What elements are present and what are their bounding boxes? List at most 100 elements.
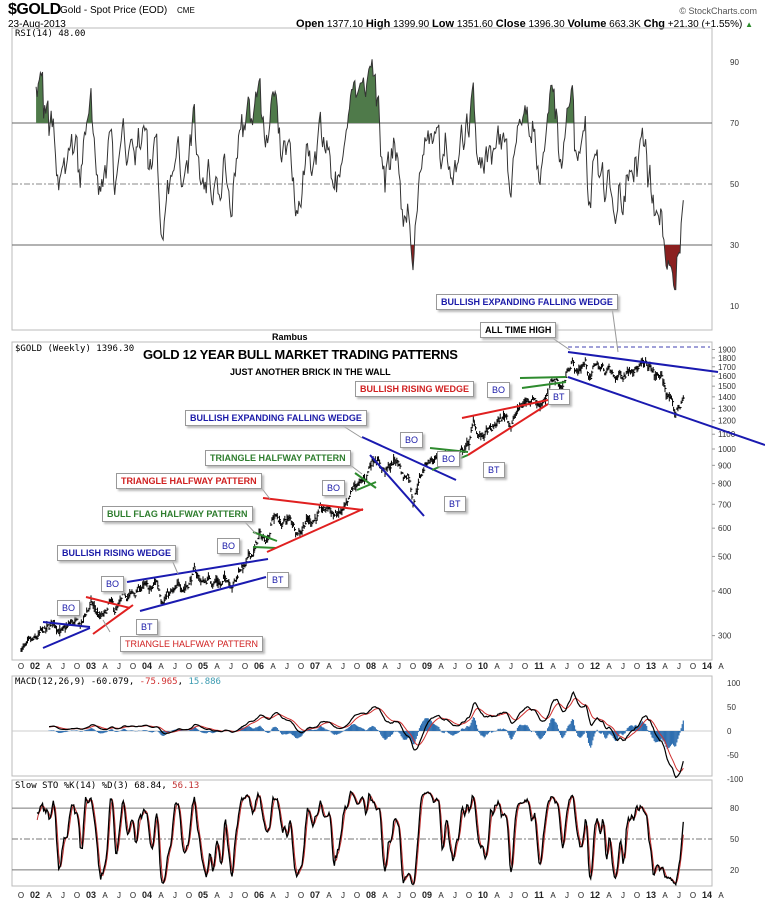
trendline-green [252, 531, 278, 542]
x-tick-label: O [634, 662, 640, 671]
x-tick-label: O [354, 662, 360, 671]
price-tick-label: 900 [718, 461, 732, 470]
macd-tick-label: 50 [727, 703, 736, 712]
trendline-blue [126, 558, 269, 583]
x-tick-label: O [298, 662, 304, 671]
trendline-blue [567, 376, 765, 446]
price-tick-label: 600 [718, 524, 732, 533]
x-tick-label: 13 [646, 890, 656, 900]
x-tick-label: A [438, 891, 444, 900]
macd-name: MACD(12,26,9) [15, 677, 86, 687]
bo-label: BO [437, 451, 461, 467]
x-tick-label: J [565, 891, 569, 900]
x-tick-label: A [606, 662, 612, 671]
x-tick-label: A [158, 662, 164, 671]
x-tick-label: 12 [590, 890, 600, 900]
rsi-overbought-fill [36, 59, 684, 123]
rsi-tick-label: 30 [730, 241, 739, 250]
x-tick-label: 03 [86, 890, 96, 900]
ticker-symbol: $GOLD [8, 1, 61, 18]
annotation-expanding-wedge-top: BULLISH EXPANDING FALLING WEDGE [436, 294, 618, 310]
trendline-green [521, 381, 567, 389]
x-tick-label: A [158, 891, 164, 900]
bt-label: BT [444, 496, 466, 512]
x-tick-label: J [565, 662, 569, 671]
bo-label: BO [487, 382, 511, 398]
x-tick-label: A [270, 662, 276, 671]
x-tick-label: J [677, 662, 681, 671]
x-tick-label: 05 [198, 890, 208, 900]
x-tick-label: 08 [366, 890, 376, 900]
price-tick-label: 1600 [718, 372, 736, 381]
rsi-panel [11, 27, 713, 331]
price-tick-label: 700 [718, 500, 732, 509]
x-tick-label: 02 [30, 661, 40, 671]
bt-label: BT [136, 619, 158, 635]
bo-label: BO [57, 600, 81, 616]
annotation-all-time-high: ALL TIME HIGH [480, 322, 557, 338]
close-value: 1396.30 [528, 19, 565, 30]
x-tick-label: J [341, 662, 345, 671]
macd-value: -60.079 [90, 677, 129, 687]
signal-value: -75.965 [139, 677, 178, 687]
macd-tick-label: -100 [727, 775, 744, 784]
x-tick-label: O [522, 891, 528, 900]
open-value: 1377.10 [326, 19, 364, 30]
price-panel [11, 341, 713, 661]
x-tick-label: 10 [478, 890, 488, 900]
annotation-triangle-red-bottom: TRIANGLE HALFWAY PATTERN [120, 636, 264, 652]
x-tick-label: O [242, 891, 248, 900]
x-tick-label: 07 [310, 661, 320, 671]
chg-label: Chg [643, 18, 666, 30]
x-tick-label: J [229, 662, 233, 671]
x-tick-label: O [242, 662, 248, 671]
x-tick-label: O [578, 662, 584, 671]
trendline-blue [567, 351, 719, 373]
trendline-red [467, 403, 549, 456]
trendline-red [85, 596, 131, 609]
x-tick-label: J [397, 662, 401, 671]
trendline-blue [139, 576, 267, 612]
x-tick-label: J [509, 662, 513, 671]
price-tick-label: 1500 [718, 382, 736, 391]
x-tick-label: O [130, 891, 136, 900]
trendline-green [354, 472, 377, 489]
macd-tick-label: 0 [727, 727, 732, 736]
x-tick-label: 14 [702, 661, 712, 671]
x-tick-label: 11 [534, 890, 544, 900]
sto-tick-label: 50 [730, 835, 739, 844]
x-tick-label: J [61, 891, 65, 900]
x-tick-label: A [214, 891, 220, 900]
open-label: Open [296, 18, 325, 30]
x-tick-label: A [102, 891, 108, 900]
trendline-red [266, 508, 364, 553]
x-tick-label: O [186, 891, 192, 900]
instrument-name: Gold - Spot Price (EOD) [60, 5, 168, 16]
x-tick-label: 08 [366, 661, 376, 671]
x-tick-label: J [173, 891, 177, 900]
x-tick-label: A [382, 662, 388, 671]
x-tick-label: O [130, 662, 136, 671]
x-tick-label: J [117, 891, 121, 900]
rsi-tick-label: 10 [730, 302, 739, 311]
trendline-green [429, 447, 469, 453]
x-tick-label: J [677, 891, 681, 900]
rsi-line [35, 59, 684, 291]
x-tick-label: J [509, 891, 513, 900]
rsi-tick-label: 50 [730, 180, 739, 189]
x-tick-label: A [326, 662, 332, 671]
trendline-blue [42, 621, 91, 628]
x-tick-label: A [214, 662, 220, 671]
x-tick-label: A [46, 891, 52, 900]
price-tick-label: 400 [718, 587, 732, 596]
x-tick-label: O [410, 891, 416, 900]
x-tick-label: 14 [702, 890, 712, 900]
x-tick-label: O [74, 891, 80, 900]
annotation-expanding-wedge-mid: BULLISH EXPANDING FALLING WEDGE [185, 410, 367, 426]
rsi-tick-label: 90 [730, 58, 739, 67]
x-tick-label: A [382, 891, 388, 900]
exchange: CME [177, 6, 195, 15]
macd-panel [11, 675, 713, 777]
trendline-blue [369, 454, 425, 517]
x-tick-label: 06 [254, 661, 264, 671]
